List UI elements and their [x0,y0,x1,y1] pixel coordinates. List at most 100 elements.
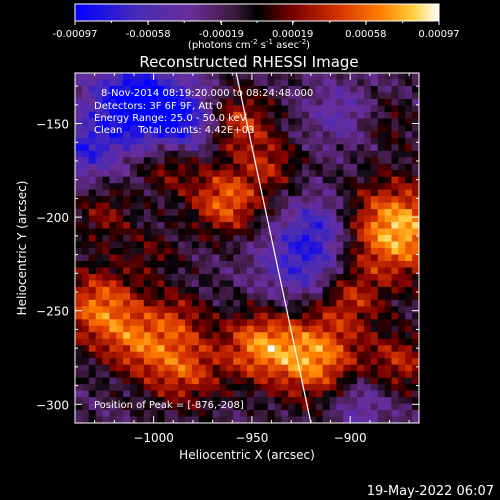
heatmap-cell [109,73,117,80]
heatmap-cell [171,196,179,204]
heatmap-cell [150,410,158,417]
heatmap-cell [171,384,179,391]
heatmap-cell [157,183,165,191]
heatmap-cell [405,98,413,106]
heatmap-cell [329,137,337,145]
heatmap-cell [343,131,351,139]
heatmap-cell [178,254,186,262]
heatmap-cell [398,312,406,320]
heatmap-cell [123,98,131,106]
heatmap-cell [116,170,124,178]
heatmap-cell [198,189,207,197]
heatmap-cell [205,325,213,333]
heatmap-cell [102,124,110,132]
heatmap-cell [130,209,138,216]
heatmap-cell [143,157,152,165]
heatmap-cell [136,228,145,236]
heatmap-cell [81,235,90,242]
heatmap-cell [302,254,310,262]
heatmap-cell [267,293,275,301]
heatmap-cell [398,254,406,262]
heatmap-cell [123,79,131,87]
heatmap-cell [219,73,227,80]
heatmap-cell [88,410,97,417]
heatmap-cell [233,118,241,126]
heatmap-cell [391,293,399,301]
heatmap-cell [81,358,90,366]
heatmap-cell [212,377,220,385]
heatmap-cell [191,98,200,106]
heatmap-cell [267,299,275,307]
heatmap-cell [288,377,296,385]
heatmap-cell [412,345,419,353]
heatmap-cell [88,267,97,275]
heatmap-cell [178,183,186,191]
heatmap-cell [391,157,399,165]
heatmap-cell [398,338,406,346]
heatmap-cell [240,189,248,197]
heatmap-cell [384,79,392,87]
heatmap-cell [295,325,303,333]
heatmap-cell [157,364,165,372]
heatmap-cell [391,73,399,80]
heatmap-cell [405,202,413,210]
heatmap-cell [130,254,138,262]
heatmap-cell [150,131,158,139]
heatmap-cell [315,325,324,333]
heatmap-cell [136,260,145,268]
heatmap-cell [405,111,413,119]
heatmap-cell [81,325,90,333]
heatmap-cell [130,124,138,132]
heatmap-cell [185,176,193,184]
heatmap-cell [398,410,406,417]
heatmap-cell [363,124,372,132]
heatmap-cell [75,98,83,106]
heatmap-cell [315,235,324,242]
heatmap-cell [412,241,419,249]
heatmap-cell [405,384,413,391]
heatmap-cell [150,73,158,80]
heatmap-cell [363,92,372,100]
heatmap-cell [171,371,179,379]
heatmap-cell [322,228,330,236]
heatmap-cell [412,312,419,320]
heatmap-cell [295,280,303,288]
heatmap-cell [123,105,131,113]
heatmap-cell [357,351,365,359]
heatmap-cell [150,92,158,100]
heatmap-cell [288,144,296,152]
heatmap-cell [377,345,385,353]
heatmap-cell [343,176,351,184]
heatmap-cell [178,79,186,87]
heatmap-cell [109,332,117,340]
heatmap-cell [116,111,124,119]
heatmap-cell [164,150,172,158]
heatmap-cell [315,79,324,87]
heatmap-cell [130,157,138,165]
heatmap-cell [288,358,296,366]
heatmap-cell [274,241,282,249]
heatmap-cell [81,118,90,126]
heatmap-cell [391,338,399,346]
heatmap-cell [164,273,172,281]
heatmap-cell [240,209,248,216]
heatmap-cell [398,196,406,204]
heatmap-cell [226,222,234,229]
heatmap-cell [302,137,310,145]
heatmap-cell [357,144,365,152]
heatmap-cell [288,235,296,242]
heatmap-cell [281,345,289,353]
heatmap-cell [150,189,158,197]
heatmap-cell [164,85,172,93]
heatmap-cell [398,241,406,249]
heatmap-cell [357,267,365,275]
heatmap-cell [370,196,379,204]
colorbar-tick-label: -0.00019 [199,29,244,40]
heatmap-cell [391,228,399,236]
heatmap-cell [253,222,262,229]
heatmap-cell [191,306,200,314]
heatmap-cell [412,131,419,139]
heatmap-cell [288,183,296,191]
heatmap-cell [391,410,399,417]
colorbar: -0.00097 -0.00058 -0.00019 0.00019 0.00058 0.… [53,3,460,51]
